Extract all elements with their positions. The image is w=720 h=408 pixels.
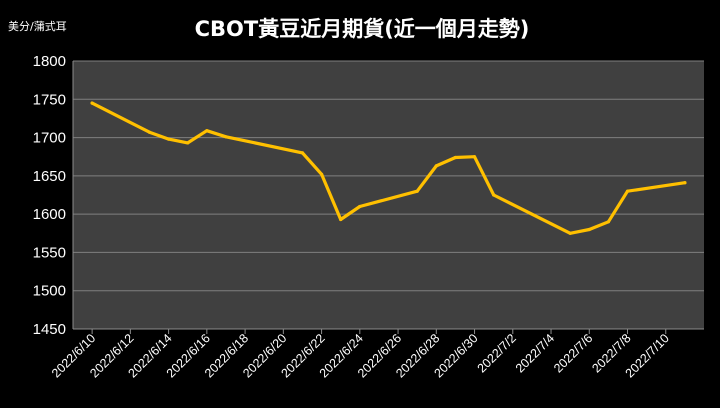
y-tick-label: 1450 <box>33 321 66 338</box>
y-tick-label: 1600 <box>33 206 66 223</box>
y-tick-label: 1500 <box>33 283 66 300</box>
unit-label: 美分/蒲式耳 <box>8 19 67 33</box>
data-point <box>339 217 343 222</box>
data-point <box>492 193 496 197</box>
data-point <box>320 172 324 176</box>
data-point <box>587 227 591 232</box>
data-point <box>224 135 228 139</box>
data-point <box>90 101 94 105</box>
data-point <box>606 220 611 224</box>
data-point <box>453 155 457 160</box>
data-point <box>358 204 362 209</box>
y-tick-label: 1800 <box>33 53 66 70</box>
y-axis-tick-labels: 1450 1500 1550 1600 1650 1700 1750 1800 <box>33 53 66 338</box>
data-point <box>415 189 419 193</box>
data-point <box>205 129 209 133</box>
data-point <box>147 130 152 134</box>
data-point <box>568 231 572 235</box>
data-point <box>683 181 687 185</box>
plot-area <box>73 61 704 329</box>
chart-title: CBOT黃豆近月期貨(近一個月走勢) <box>195 17 530 41</box>
series-group <box>90 101 687 235</box>
y-tick-label: 1700 <box>33 130 66 147</box>
data-point <box>472 155 477 159</box>
series-line <box>90 101 687 235</box>
data-point <box>167 137 171 141</box>
data-point <box>625 189 630 193</box>
y-tick-label: 1550 <box>33 244 66 261</box>
data-point <box>434 164 438 168</box>
y-tick-label: 1650 <box>33 168 66 185</box>
data-point <box>186 141 190 145</box>
y-tick-label: 1750 <box>33 91 66 108</box>
data-point <box>300 151 305 155</box>
grid-lines <box>72 60 704 330</box>
